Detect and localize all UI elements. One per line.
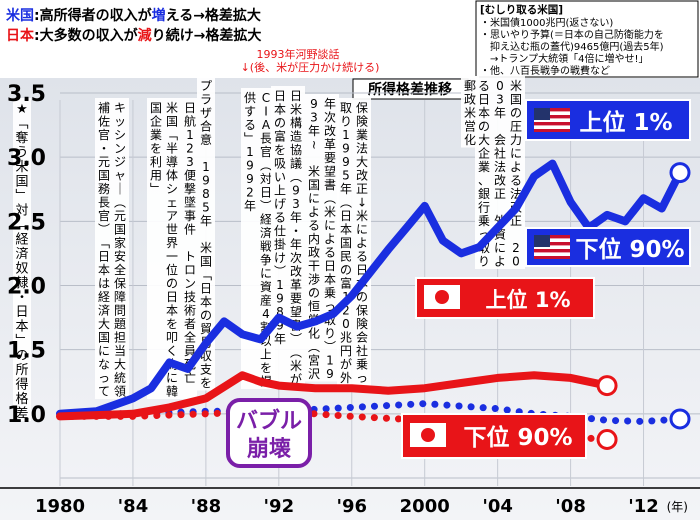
legend-jp-top1-label: 上位 1%: [486, 288, 571, 312]
vertical-annotation-backdrop: [461, 76, 479, 148]
vertical-annotation-text: ★ ﹁奪う米国﹂対﹁経済奴隷・日本﹂の所得格差: [15, 102, 28, 422]
us-headline: 米国:高所得者の収入が増える→格差拡大: [6, 7, 261, 24]
note-line: ・思いやり予算(＝日本の自己防衛能力を: [480, 28, 664, 41]
vertical-annotation: 日米構造協議︵ 9 3 年・年次改革要望書︶ ︵米が日本の富を吸い上げる仕掛け︶ 1 9 8 9…: [271, 86, 305, 387]
jp-headline: 日本:大多数の収入が減り続け→格差拡大: [6, 27, 261, 44]
note-line: →トランプ大統領「4倍に増やせ!」: [480, 52, 648, 65]
us-flag-icon: [534, 235, 570, 259]
kono-statement-line2: ↓(後、米が圧力かけ続ける): [241, 60, 380, 74]
us-flag-stripe: [534, 249, 570, 253]
vertical-annotation-backdrop: [305, 94, 339, 382]
y-tick-label: 3.5: [7, 82, 46, 107]
vertical-annotation-text: キッシンジャ｜︵元国家安全保障問題担当大統領補佐官・元国務長官︶ ﹁日本は経済大国…: [98, 101, 126, 399]
legend-us-top1: 上位 1%: [525, 99, 691, 141]
y-tick-label: 3.0: [7, 146, 46, 171]
vertical-annotation: キッシンジャ｜︵元国家安全保障問題担当大統領補佐官・元国務長官︶ ﹁日本は経済大国…: [95, 98, 129, 399]
bubble-badge-frame: [226, 398, 312, 468]
legend-jp-bottom90-label: 下位 90%: [463, 424, 572, 451]
chart-title-box: 所得格差推移: [352, 78, 469, 100]
us-flag-stripe: [534, 129, 570, 132]
vertical-annotation-text: 保険業法大改正↓米による日本の保険会社乗っ取り 1 9 9 5 年︵日本国民の富 1 2 0 兆円…: [340, 101, 368, 385]
us-flag-stripe: [534, 115, 570, 119]
vertical-annotation-text: 日航 1 2 3 便撃墜事件 トロン技術者全員死亡 米国﹁半導体シェア世界一位の日本を叩…: [150, 101, 196, 399]
us-flag-canton: [534, 235, 550, 247]
note-line: 抑え込む瓶の蓋代)9465億円(過去5年): [480, 40, 664, 53]
us-flag-stripe: [534, 108, 570, 112]
us-flag-stripe: [534, 235, 570, 239]
x-tick-label: '12: [628, 496, 659, 517]
y-tick-label: 2.0: [7, 275, 46, 300]
legend-us-bottom90-label: 下位 90%: [575, 236, 684, 263]
vertical-annotation: C I A 長官︵対日︶経済戦争に資産 4 割以上を提供する﹂ 1 9 9 2 年: [241, 88, 275, 389]
us-flag-stripe: [534, 122, 570, 126]
series-line: [56, 159, 684, 418]
x-tick-label: 1980: [35, 496, 85, 517]
kono-statement-line1: 1993年河野談話: [257, 47, 340, 61]
bubble-collapse-badge: バブル 崩壊: [226, 398, 312, 468]
note-line: ・他、八百長戦争の戦費など: [480, 64, 610, 77]
vertical-annotation-backdrop: [271, 86, 305, 387]
legend-jp-top1: 上位 1%: [415, 277, 595, 319]
bubble-badge-line1: バブル: [236, 408, 302, 434]
vertical-annotation: 日航 1 2 3 便撃墜事件 トロン技術者全員死亡 米国﹁半導体シェア世界一位の日本を叩…: [147, 98, 197, 399]
x-tick-label: '84: [118, 496, 149, 517]
jp-flag-icon: [424, 285, 460, 309]
series-end-marker: [596, 429, 618, 450]
vertical-annotation-backdrop: [13, 98, 31, 421]
series-end-marker: [669, 162, 691, 184]
x-axis-unit: (年): [667, 500, 688, 514]
us-flag-stripe: [534, 242, 570, 246]
us-flag-canton: [534, 108, 550, 120]
vertical-annotation: 保険業法大改正↓米による日本の保険会社乗っ取り 1 9 9 5 年︵日本国民の富 1 2 0 兆円…: [337, 98, 371, 386]
vertical-annotation-text: 郵政米営化: [464, 79, 476, 147]
vertical-annotation: 年次改革要望書︵米による日本乗っ取り︶ 1 99 3 年≀ 米国による内政干渉の恒常化︵…: [305, 94, 339, 382]
y-tick-label: 1.5: [7, 339, 46, 364]
x-tick-label: '92: [264, 496, 295, 517]
series-end-marker: [669, 408, 691, 430]
axis-layer: 1.0 1.5 2.0 2.5 3.0 3.5 1980 '84 '88 '92 '96 2000 '0…: [0, 82, 700, 517]
x-tick-label: '08: [555, 496, 586, 517]
bubble-badge-line2: 崩壊: [247, 437, 292, 462]
series-end-marker: [596, 375, 618, 397]
vertical-annotation-backdrop: [95, 98, 129, 399]
vertical-annotation-backdrop: [147, 98, 197, 399]
vertical-annotation-text: 日米構造協議︵ 9 3 年・年次改革要望書︶ ︵米が日本の富を吸い上げる仕掛け︶ 1 9 8 9…: [274, 89, 302, 387]
y-tick-label: 1.0: [7, 403, 46, 428]
legend-jp-bottom90: 下位 90%: [401, 413, 587, 459]
x-tick-label: '88: [191, 496, 222, 517]
x-tick-label: '04: [482, 496, 513, 517]
jp-flag-sun: [435, 290, 449, 304]
vertical-annotation: ★ ﹁奪う米国﹂対﹁経済奴隷・日本﹂の所得格差: [13, 98, 31, 422]
note-box: [むしり取る米国] ・米国債1000兆円(返さない) ・思いやり予算(＝日本の自…: [475, 0, 699, 78]
legend-us-bottom90: 下位 90%: [525, 227, 691, 267]
vertical-annotation-text: 年次改革要望書︵米による日本乗っ取り︶ 1 99 3 年≀ 米国による内政干渉の恒常化︵…: [308, 97, 336, 381]
vertical-annotation-backdrop: [197, 76, 215, 391]
us-flag-stripe: [534, 256, 570, 259]
legend-us-top1-label: 上位 1%: [579, 109, 672, 136]
vertical-annotation-backdrop: [337, 98, 371, 386]
chart-title: 所得格差推移: [368, 81, 452, 98]
y-tick-label: 2.5: [7, 210, 46, 235]
x-tick-label: '96: [336, 496, 367, 517]
jp-flag-icon: [410, 423, 446, 447]
vertical-annotation-backdrop: [475, 76, 525, 269]
note-box-frame: [475, 0, 699, 78]
annotation-layer: ★ ﹁奪う米国﹂対﹁経済奴隷・日本﹂の所得格差 キッシンジャ｜︵元国家安全保障問題担…: [13, 76, 525, 422]
series-line: [56, 371, 612, 421]
vertical-annotation: 郵政米営化: [461, 76, 479, 148]
note-line: ・米国債1000兆円(返さない): [480, 16, 613, 29]
note-box-title: [むしり取る米国]: [480, 3, 563, 16]
x-tick-label: 2000: [400, 496, 450, 517]
jp-flag-sun: [421, 428, 435, 442]
us-flag-icon: [534, 108, 570, 132]
